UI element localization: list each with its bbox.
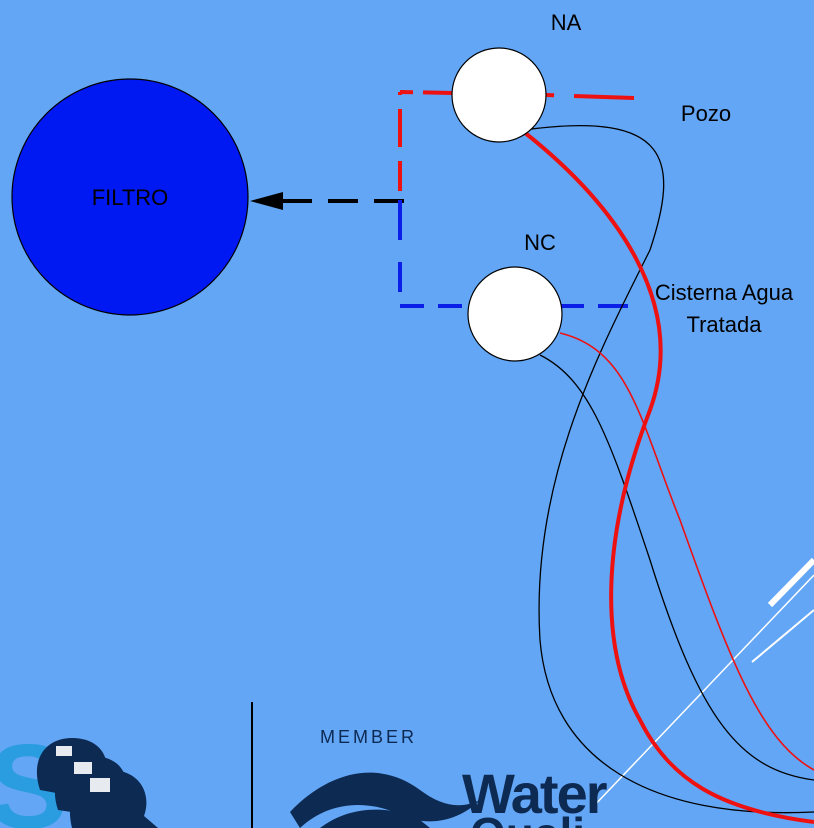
blue-dashed-pipe xyxy=(398,200,636,308)
users-group-icon xyxy=(36,738,158,828)
label-cisterna-line1: Cisterna Agua xyxy=(655,280,794,305)
brand-logo-left: S xyxy=(0,720,158,828)
arrow-head xyxy=(250,192,283,210)
valve-nc-circle xyxy=(467,266,563,362)
filter-label: FILTRO xyxy=(92,185,169,210)
member-logo: MEMBER Water Quali xyxy=(290,727,609,828)
filter-circle xyxy=(11,78,249,316)
valve-nc-label: NC xyxy=(524,230,556,255)
wire-black-nc xyxy=(539,354,814,781)
valve-na-circle xyxy=(451,47,547,143)
outlet-arrow xyxy=(250,192,404,210)
wire-red-na xyxy=(522,130,814,824)
wire-red-nc xyxy=(559,332,814,771)
wire-black-na xyxy=(523,125,814,814)
quality-text: Quali xyxy=(470,808,585,828)
valve-na-label: NA xyxy=(551,10,582,35)
red-dashed-pipe xyxy=(398,90,635,200)
member-text: MEMBER xyxy=(320,727,417,747)
wave-mark xyxy=(290,772,480,828)
water-text: Water xyxy=(462,762,607,825)
label-pozo: Pozo xyxy=(681,101,731,126)
label-cisterna-line2: Tratada xyxy=(686,312,762,337)
control-wires xyxy=(522,125,814,824)
